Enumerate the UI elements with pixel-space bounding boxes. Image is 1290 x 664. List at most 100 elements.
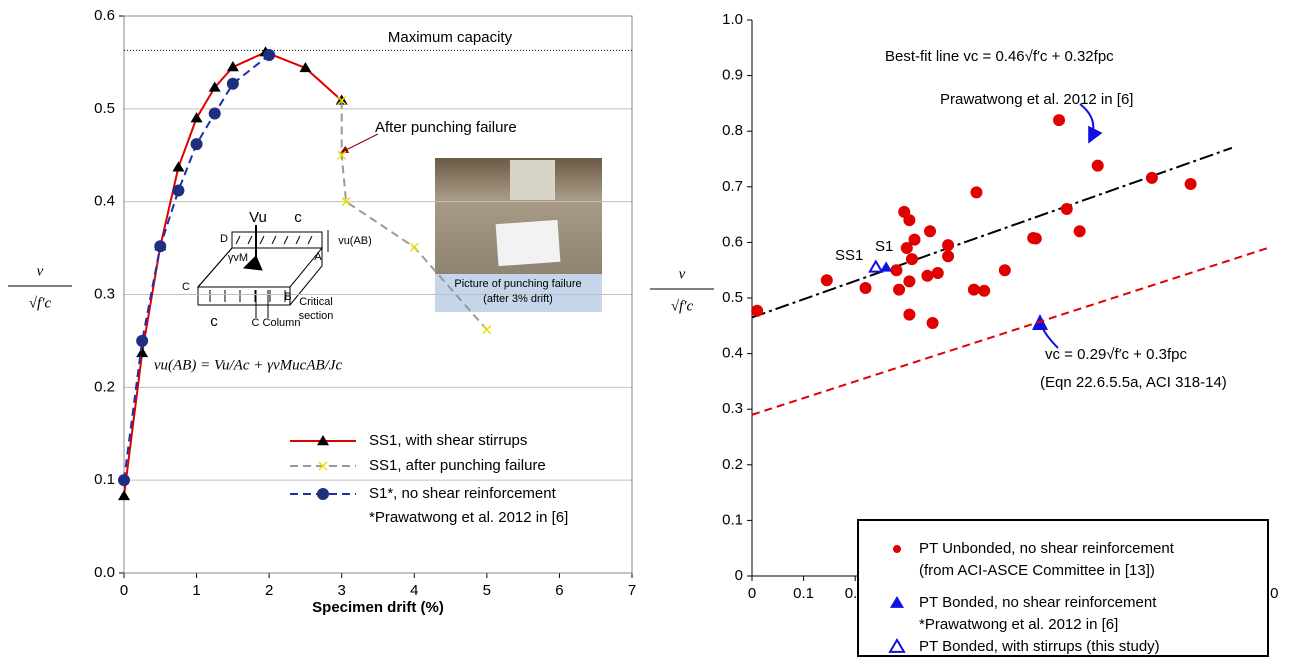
marker xyxy=(943,240,954,251)
y-tick-label: 0.3 xyxy=(94,285,115,302)
y-tick-label: 0.1 xyxy=(94,471,115,488)
annotation: Prawatwong et al. 2012 in [6] xyxy=(940,91,1133,108)
x-tick-label: 6 xyxy=(555,582,563,599)
marker xyxy=(173,185,184,196)
y-tick-label: 0.3 xyxy=(722,400,743,417)
marker xyxy=(927,318,938,329)
legend-label: PT Bonded, no shear reinforcement xyxy=(919,594,1157,611)
marker xyxy=(752,305,763,316)
legend-label: S1*, no shear reinforcement xyxy=(369,485,557,502)
marker xyxy=(971,187,982,198)
y-tick-label: 0.1 xyxy=(722,511,743,528)
marker xyxy=(943,251,954,262)
marker xyxy=(118,490,130,500)
y-tick-label: 0.6 xyxy=(722,233,743,250)
annotation: vc = 0.29√f′c + 0.3fpc xyxy=(1045,346,1187,363)
marker xyxy=(172,161,184,171)
arrow xyxy=(1080,104,1093,140)
marker xyxy=(909,234,920,245)
diagram-label: A xyxy=(314,251,322,263)
y-axis-label: v xyxy=(37,263,44,279)
annotation: SS1 xyxy=(835,247,863,264)
marker xyxy=(1185,179,1196,190)
y-tick-label: 0.6 xyxy=(94,7,115,24)
diagram-label: D xyxy=(220,233,228,245)
y-tick-label: 0.0 xyxy=(94,564,115,581)
diagram-label: B xyxy=(284,291,291,303)
annotation: (Eqn 22.6.5.5a, ACI 318-14) xyxy=(1040,374,1227,391)
x-tick-label: 0 xyxy=(120,582,128,599)
y-tick-label: 0.8 xyxy=(722,122,743,139)
marker xyxy=(904,309,915,320)
marker xyxy=(894,284,905,295)
diagram-label: C Column xyxy=(252,317,301,329)
x-tick-label: 0.1 xyxy=(793,585,814,602)
marker xyxy=(870,261,882,271)
legend-label: PT Unbonded, no shear reinforcement xyxy=(919,540,1175,557)
marker xyxy=(1061,204,1072,215)
marker xyxy=(968,284,979,295)
marker xyxy=(922,270,933,281)
marker xyxy=(904,276,915,287)
marker xyxy=(1092,160,1103,171)
marker xyxy=(155,241,166,252)
marker xyxy=(1054,115,1065,126)
y-tick-label: 0.5 xyxy=(94,100,115,117)
x-tick-label: 3 xyxy=(338,582,346,599)
y-tick-label: 1.0 xyxy=(722,11,743,28)
x-tick-label: 5 xyxy=(483,582,491,599)
legend-label: PT Bonded, with stirrups (this study) xyxy=(919,638,1160,655)
y-tick-label: 0.7 xyxy=(722,178,743,195)
diagram-label: Vu xyxy=(249,209,267,226)
x-axis-label: Specimen drift (%) xyxy=(312,599,444,616)
annotation: (after 3% drift) xyxy=(483,293,553,305)
y-tick-label: 0.4 xyxy=(722,345,743,362)
marker xyxy=(410,243,418,251)
marker xyxy=(1030,233,1041,244)
annotation: After punching failure xyxy=(375,119,517,136)
marker xyxy=(191,112,203,122)
diagram-label: C xyxy=(182,281,190,293)
x-tick-label: 1 xyxy=(192,582,200,599)
marker xyxy=(1074,226,1085,237)
marker xyxy=(979,285,990,296)
legend-note: *Prawatwong et al. 2012 in [6] xyxy=(369,509,568,526)
marker xyxy=(137,335,148,346)
x-tick-label: 2 xyxy=(265,582,273,599)
marker xyxy=(483,326,491,334)
marker xyxy=(906,254,917,265)
diagram-formula: vu(AB) = Vu/Ac + γvMucAB/Jc xyxy=(154,357,343,373)
marker xyxy=(860,282,871,293)
diagram-label: section xyxy=(299,310,334,322)
marker xyxy=(891,265,902,276)
marker xyxy=(264,49,275,60)
annotation: Best-fit line vc = 0.46√f′c + 0.32fpc xyxy=(885,48,1114,65)
annotation: S1 xyxy=(875,238,893,255)
marker xyxy=(191,139,202,150)
y-tick-label: 0.2 xyxy=(722,456,743,473)
y-axis-label: √f′c xyxy=(29,295,52,311)
y-tick-label: 0.2 xyxy=(94,378,115,395)
marker xyxy=(999,265,1010,276)
figure: 0.0 0.1 0.2 0.3 0.4 0.5 0.6 0 1 2 3 4 5 6 7 Specimen dr… xyxy=(0,0,1290,664)
y-tick-label: 0.4 xyxy=(94,193,115,210)
diagram-label: Critical xyxy=(299,296,333,308)
y-tick-label: 0 xyxy=(735,567,743,584)
reference-label: Maximum capacity xyxy=(388,29,513,46)
x-tick-label: 0 xyxy=(748,585,756,602)
diagram-label: vu(AB) xyxy=(338,235,372,247)
legend-note: (from ACI-ASCE Committee in [13]) xyxy=(919,562,1155,579)
marker xyxy=(209,108,220,119)
fit-line xyxy=(752,148,1232,318)
arrow xyxy=(1040,318,1058,348)
x-tick-label: 4 xyxy=(410,582,418,599)
legend-marker xyxy=(318,489,329,500)
series-line xyxy=(124,52,342,496)
diagram-label: c xyxy=(294,209,302,226)
legend-label: SS1, after punching failure xyxy=(369,457,546,474)
legend-marker xyxy=(894,546,901,553)
x-tick-label: 7 xyxy=(628,582,636,599)
y-tick-label: 0.5 xyxy=(722,289,743,306)
marker xyxy=(227,78,238,89)
legend-label: SS1, with shear stirrups xyxy=(369,432,527,449)
